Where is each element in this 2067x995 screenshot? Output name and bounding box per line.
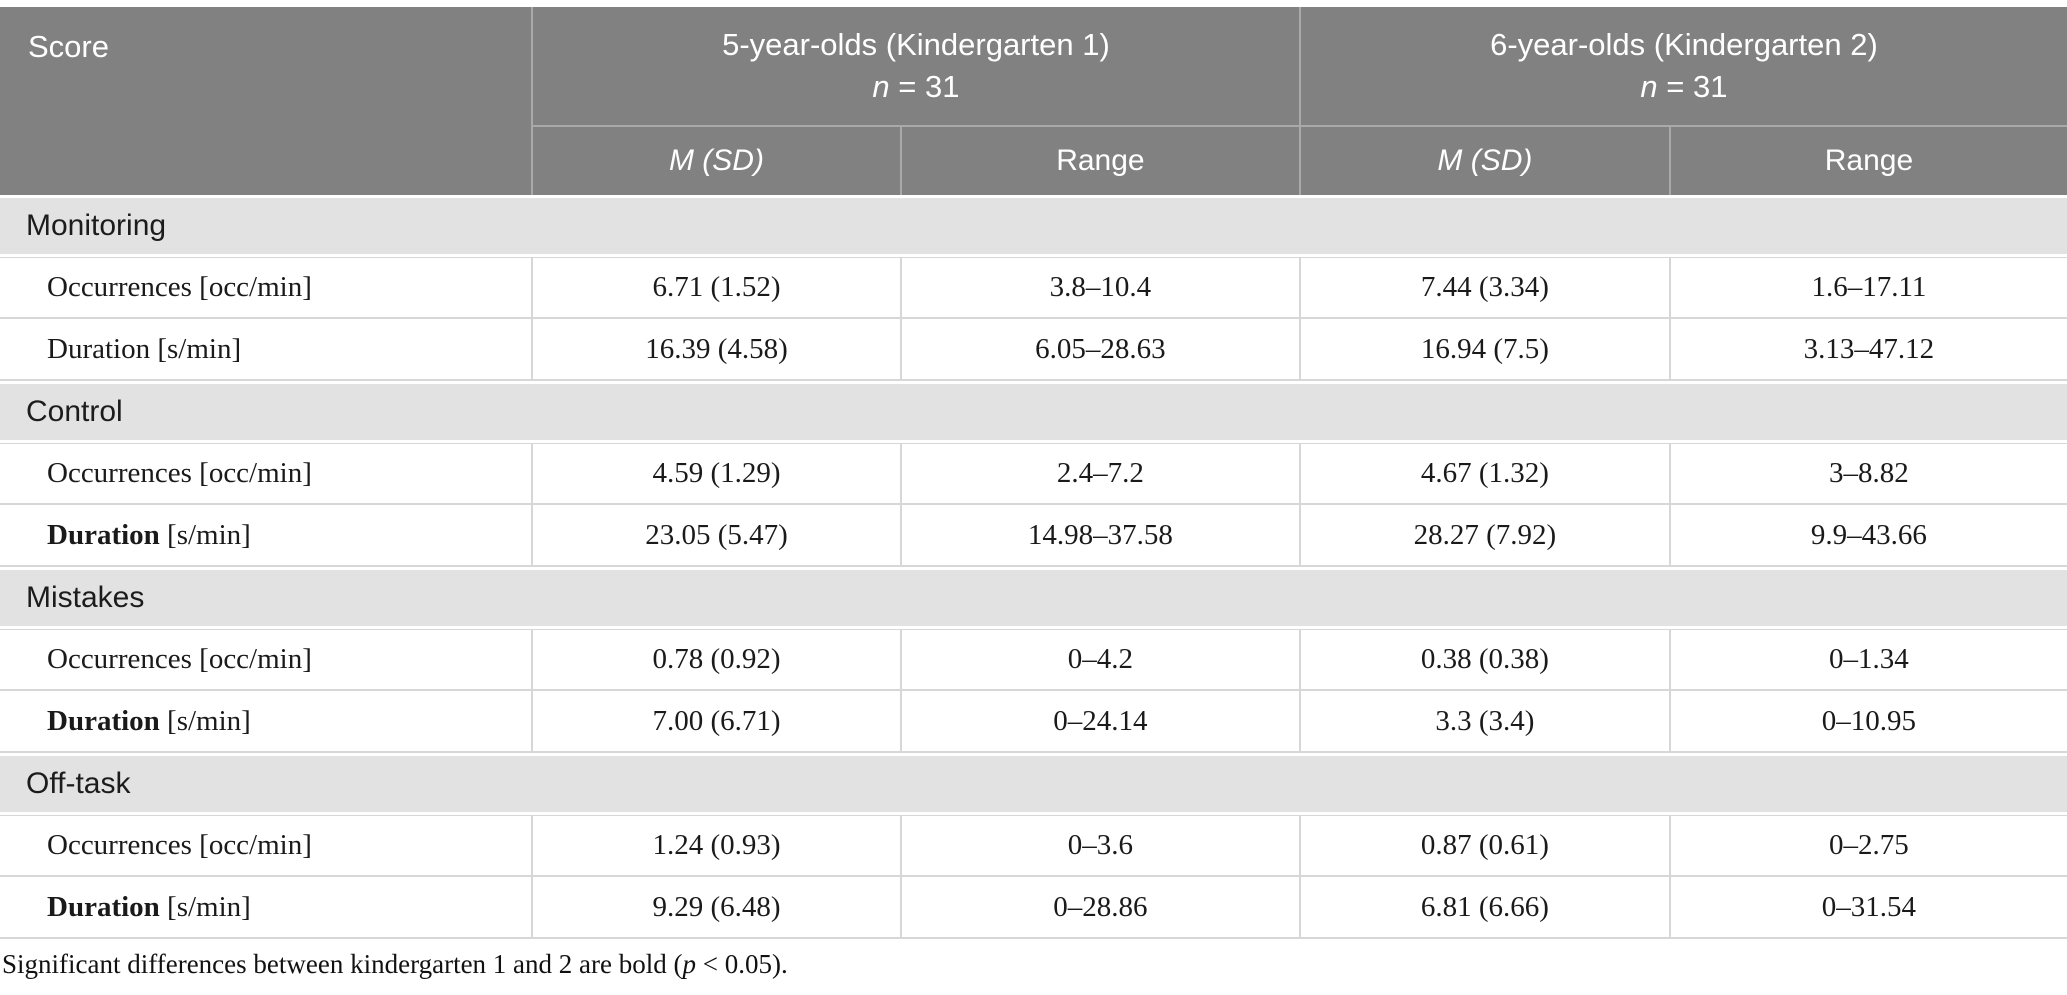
- group-header-k2: 6-year-olds (Kindergarten 2) n = 31: [1298, 7, 2067, 125]
- value-cell: 0–24.14: [899, 691, 1299, 753]
- value-cell: 6.81 (6.66): [1298, 877, 1669, 939]
- value-cell: 0–4.2: [899, 629, 1299, 691]
- value-cell: 7.44 (3.34): [1298, 257, 1669, 319]
- table-row: Occurrences [occ/min] 0.78 (0.92) 0–4.2 …: [0, 629, 2067, 691]
- footnote-prefix: Significant differences between kinderga…: [2, 949, 683, 979]
- section-header-row: Mistakes: [0, 567, 2067, 629]
- value-cell: 0–2.75: [1668, 815, 2067, 877]
- score-column-header: Score: [0, 7, 531, 195]
- value-cell: 1.6–17.11: [1668, 257, 2067, 319]
- row-label: Duration [s/min]: [0, 877, 531, 939]
- table-row: Occurrences [occ/min] 1.24 (0.93) 0–3.6 …: [0, 815, 2067, 877]
- table-body: Monitoring Occurrences [occ/min] 6.71 (1…: [0, 195, 2067, 939]
- value-cell: 23.05 (5.47): [531, 505, 900, 567]
- value-cell: 14.98–37.58: [899, 505, 1299, 567]
- group-header-k1: 5-year-olds (Kindergarten 1) n = 31: [531, 7, 1299, 125]
- value-cell: 3–8.82: [1668, 443, 2067, 505]
- value-cell: 0.38 (0.38): [1298, 629, 1669, 691]
- value-cell: 4.67 (1.32): [1298, 443, 1669, 505]
- section-header-row: Off-task: [0, 753, 2067, 815]
- value-cell: 3.3 (3.4): [1298, 691, 1669, 753]
- row-label: Duration [s/min]: [0, 505, 531, 567]
- value-cell: 0–28.86: [899, 877, 1299, 939]
- value-cell: 0–10.95: [1668, 691, 2067, 753]
- row-label: Duration [s/min]: [0, 319, 531, 381]
- table-header: Score 5-year-olds (Kindergarten 1) n = 3…: [0, 7, 2067, 195]
- table-row: Duration [s/min] 23.05 (5.47) 14.98–37.5…: [0, 505, 2067, 567]
- value-cell: 16.94 (7.5): [1298, 319, 1669, 381]
- group-k2-title: 6-year-olds (Kindergarten 2): [1490, 27, 1878, 63]
- group-header-row: Score 5-year-olds (Kindergarten 1) n = 3…: [0, 7, 2067, 195]
- value-cell: 4.59 (1.29): [531, 443, 900, 505]
- value-cell: 3.8–10.4: [899, 257, 1299, 319]
- section-header-row: Monitoring: [0, 195, 2067, 257]
- subheader-range-k1: Range: [899, 125, 1299, 195]
- row-label: Duration [s/min]: [0, 691, 531, 753]
- row-label: Occurrences [occ/min]: [0, 629, 531, 691]
- section-title-monitoring: Monitoring: [0, 195, 2067, 257]
- subheader-msd-k2: M (SD): [1298, 125, 1669, 195]
- value-cell: 9.29 (6.48): [531, 877, 900, 939]
- subheader-range-k2: Range: [1668, 125, 2067, 195]
- value-cell: 7.00 (6.71): [531, 691, 900, 753]
- statistics-table: Score 5-year-olds (Kindergarten 1) n = 3…: [0, 7, 2067, 939]
- footnote-suffix: < 0.05).: [696, 949, 788, 979]
- subheader-row: M (SD) Range M (SD) Range: [0, 125, 2067, 195]
- value-cell: 1.24 (0.93): [531, 815, 900, 877]
- table-row: Duration [s/min] 9.29 (6.48) 0–28.86 6.8…: [0, 877, 2067, 939]
- section-title-mistakes: Mistakes: [0, 567, 2067, 629]
- row-label: Occurrences [occ/min]: [0, 257, 531, 319]
- row-label: Occurrences [occ/min]: [0, 443, 531, 505]
- value-cell: 2.4–7.2: [899, 443, 1299, 505]
- group-k2-n-value: = 31: [1657, 69, 1728, 104]
- table-row: Duration [s/min] 7.00 (6.71) 0–24.14 3.3…: [0, 691, 2067, 753]
- table-footnote: Significant differences between kinderga…: [2, 949, 2067, 980]
- value-cell: 0–3.6: [899, 815, 1299, 877]
- table-row: Occurrences [occ/min] 4.59 (1.29) 2.4–7.…: [0, 443, 2067, 505]
- value-cell: 0.87 (0.61): [1298, 815, 1669, 877]
- value-cell: 6.05–28.63: [899, 319, 1299, 381]
- group-k1-title: 5-year-olds (Kindergarten 1): [722, 27, 1110, 63]
- footnote-p-symbol: p: [682, 949, 697, 979]
- section-title-off-task: Off-task: [0, 753, 2067, 815]
- group-k1-n-value: = 31: [889, 69, 960, 104]
- value-cell: 9.9–43.66: [1668, 505, 2067, 567]
- table-row: Duration [s/min] 16.39 (4.58) 6.05–28.63…: [0, 319, 2067, 381]
- value-cell: 0–31.54: [1668, 877, 2067, 939]
- subheader-msd-k1: M (SD): [531, 125, 900, 195]
- table-row: Occurrences [occ/min] 6.71 (1.52) 3.8–10…: [0, 257, 2067, 319]
- group-k1-n: n: [872, 69, 890, 104]
- value-cell: 16.39 (4.58): [531, 319, 900, 381]
- row-label: Occurrences [occ/min]: [0, 815, 531, 877]
- section-header-row: Control: [0, 381, 2067, 443]
- value-cell: 28.27 (7.92): [1298, 505, 1669, 567]
- value-cell: 0–1.34: [1668, 629, 2067, 691]
- score-label: Score: [28, 29, 109, 64]
- value-cell: 0.78 (0.92): [531, 629, 900, 691]
- value-cell: 3.13–47.12: [1668, 319, 2067, 381]
- value-cell: 6.71 (1.52): [531, 257, 900, 319]
- group-k2-n: n: [1640, 69, 1658, 104]
- section-title-control: Control: [0, 381, 2067, 443]
